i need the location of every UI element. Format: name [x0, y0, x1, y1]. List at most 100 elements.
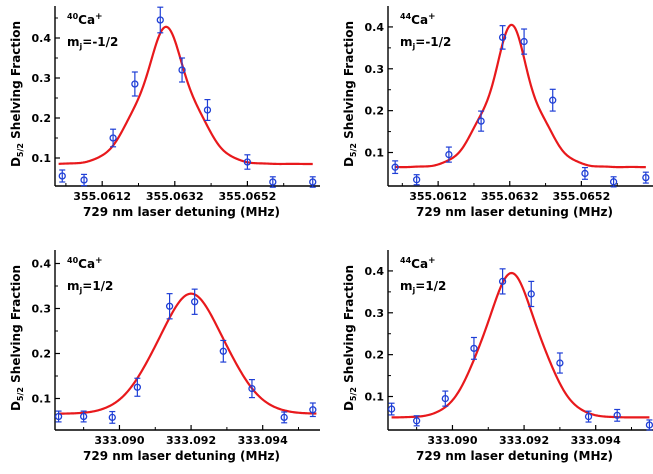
data-point: [387, 402, 396, 416]
data-point: [613, 408, 621, 422]
data-point: [243, 154, 252, 170]
y-tick-label: 0.4: [32, 258, 52, 271]
y-tick-label: 0.2: [32, 112, 52, 125]
data-marker: [645, 421, 653, 429]
data-point: [54, 410, 63, 423]
data-marker: [445, 150, 453, 159]
data-point: [498, 268, 507, 295]
x-tick-label: 333.092: [166, 434, 216, 447]
data-point: [269, 176, 277, 188]
data-point: [581, 166, 589, 180]
data-marker: [131, 80, 139, 88]
data-marker: [165, 302, 174, 310]
x-tick-label: 355.0612: [73, 190, 131, 203]
data-marker: [248, 384, 256, 393]
data-point: [470, 336, 478, 360]
data-marker: [219, 347, 227, 355]
x-tick-label: 355.0632: [146, 190, 204, 203]
x-tick-label: 333.090: [427, 434, 477, 447]
data-marker: [441, 394, 449, 403]
isotope-label: 40Ca+: [67, 12, 103, 27]
y-tick-label: 0.3: [365, 63, 385, 76]
data-point: [109, 128, 117, 148]
data-marker: [203, 106, 212, 114]
y-axis-title: D5/2 Shelving Fraction: [342, 21, 358, 167]
mj-label: mj=-1/2: [400, 35, 451, 51]
data-marker: [243, 158, 252, 166]
data-marker: [391, 163, 399, 171]
x-axis-title: 729 nm laser detuning (MHz): [416, 449, 613, 463]
data-marker: [269, 178, 277, 186]
data-marker: [412, 417, 421, 425]
data-marker: [520, 37, 528, 46]
data-point: [203, 98, 212, 122]
x-tick-label: 355.0632: [481, 190, 539, 203]
data-marker: [584, 412, 593, 421]
chart-panel-4: 0.1 0.2 0.3 0.4 333.090 333.092 333.094 729 nm …: [342, 250, 653, 463]
data-marker: [642, 173, 650, 182]
y-tick-label: 0.3: [32, 72, 52, 85]
data-point: [412, 174, 421, 186]
x-axis-title: 729 nm laser detuning (MHz): [416, 205, 613, 219]
data-point: [131, 71, 139, 97]
data-marker: [280, 413, 288, 422]
mj-label: mj=-1/2: [67, 35, 118, 51]
data-marker: [477, 117, 485, 125]
data-marker: [108, 413, 116, 422]
x-tick-label: 355.0652: [552, 190, 610, 203]
x-axis-title: 729 nm laser detuning (MHz): [83, 205, 280, 219]
y-axis-title: D5/2 Shelving Fraction: [9, 265, 25, 411]
data-marker: [80, 176, 88, 184]
fit-curve: [58, 25, 313, 166]
x-tick-label: 333.094: [571, 434, 621, 447]
y-axis-title: D5/2 Shelving Fraction: [342, 265, 358, 411]
data-marker: [178, 66, 186, 74]
y-tick-label: 0.2: [365, 349, 385, 362]
y-tick-label: 0.1: [32, 393, 52, 406]
y-axis-title: D5/2 Shelving Fraction: [9, 21, 25, 167]
fit-curve: [395, 23, 646, 169]
data-point: [280, 411, 288, 424]
data-point: [520, 28, 528, 55]
data-point: [527, 280, 535, 308]
x-tick-label: 333.094: [238, 434, 288, 447]
data-point: [309, 176, 317, 188]
data-point: [80, 173, 88, 187]
data-marker: [609, 178, 618, 186]
data-point: [165, 293, 174, 320]
data-point: [156, 6, 164, 34]
data-point: [441, 390, 449, 407]
y-tick-label: 0.3: [32, 303, 52, 316]
isotope-label: 40Ca+: [67, 256, 103, 271]
data-marker: [156, 16, 164, 24]
data-marker: [309, 406, 317, 414]
data-marker: [54, 412, 63, 421]
data-marker: [581, 169, 589, 178]
mj-label: mj=1/2: [400, 279, 446, 295]
y-tick-label: 0.1: [365, 391, 385, 404]
x-tick-label: 333.090: [94, 434, 144, 447]
data-point: [391, 160, 399, 175]
data-point: [642, 171, 650, 184]
data-point: [477, 110, 485, 132]
fit-curve: [391, 271, 650, 419]
data-point: [58, 169, 66, 183]
data-marker: [58, 172, 66, 180]
data-point: [248, 379, 256, 399]
data-point: [445, 146, 453, 163]
y-tick-label: 0.3: [365, 307, 385, 320]
data-marker: [556, 359, 564, 367]
data-marker: [387, 405, 396, 413]
chart-panel-3: 0.1 0.2 0.3 0.4 333.090 333.092 333.094 729 nm …: [9, 250, 320, 463]
data-point: [79, 410, 88, 423]
y-tick-label: 0.2: [365, 105, 385, 118]
data-point: [549, 88, 557, 112]
data-marker: [133, 383, 142, 391]
data-point: [609, 176, 618, 188]
data-point: [556, 352, 564, 374]
y-tick-label: 0.4: [32, 32, 52, 45]
y-tick-label: 0.4: [365, 21, 385, 34]
chart-panel-1: 0.1 0.2 0.3 0.4 355.0612 355.0632 355.0652 729 …: [9, 6, 320, 219]
data-point: [498, 25, 507, 50]
